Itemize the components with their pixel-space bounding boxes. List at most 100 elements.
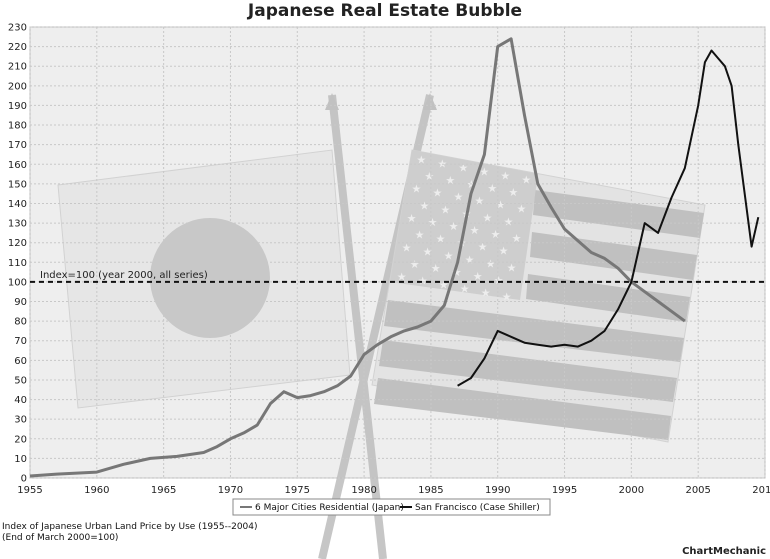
flag-star: ★: [420, 199, 430, 212]
flag-star: ★: [507, 261, 517, 274]
x-tick-label: 1960: [84, 485, 109, 496]
flag-star: ★: [424, 170, 434, 183]
y-tick-label: 60: [14, 356, 27, 367]
flag-star: ★: [508, 186, 518, 199]
x-tick-label: 1980: [351, 485, 376, 496]
x-tick-label: 1965: [151, 485, 176, 496]
flag-star: ★: [474, 195, 484, 208]
flags-illustration: ★ ★ ★ ★ ★ ★★ ★ ★ ★ ★★ ★ ★ ★ ★ ★★ ★ ★ ★ ★★ ★ ★ ★ ★ ★★ ★ ★ ★ ★★ ★ ★ ★ ★ ★★…: [57, 93, 706, 559]
chart-title: Japanese Real Estate Bubble: [247, 1, 522, 21]
flag-star: ★: [500, 169, 510, 182]
flag-star: ★: [410, 258, 420, 271]
flag-star: ★: [445, 174, 455, 187]
x-tick-label: 1995: [552, 485, 577, 496]
y-tick-label: 40: [14, 395, 27, 406]
flag-star: ★: [512, 232, 522, 245]
flag-star: ★: [453, 191, 463, 204]
y-tick-label: 220: [8, 42, 27, 53]
flag-star: ★: [397, 271, 407, 284]
flag-star: ★: [444, 249, 454, 262]
grid: [29, 26, 766, 479]
flag-star: ★: [495, 199, 505, 212]
y-tick-label: 150: [8, 179, 27, 190]
x-tick-label: 1955: [17, 485, 42, 496]
y-tick-label: 140: [8, 199, 27, 210]
flag-star: ★: [486, 257, 496, 270]
flag-star: ★: [481, 287, 491, 300]
y-tick-label: 110: [8, 258, 27, 269]
flag-star: ★: [473, 270, 483, 283]
y-tick-label: 10: [14, 454, 27, 465]
flag-star: ★: [416, 153, 426, 166]
flag-star: ★: [402, 241, 412, 254]
flag-star: ★: [483, 211, 493, 224]
flag-star: ★: [452, 266, 462, 279]
japan-flag-sun: [150, 218, 270, 338]
flag-star: ★: [479, 165, 489, 178]
flag-star: ★: [431, 262, 441, 275]
y-axis-ticks: 0 10 20 30 40 50 60 70 80 90 100 110 120 130 140 150 160…: [8, 23, 27, 485]
y-tick-label: 100: [8, 277, 27, 288]
y-tick-label: 90: [14, 297, 27, 308]
x-tick-label: 1975: [285, 485, 310, 496]
legend-label-sf: San Francisco (Case Shiller): [415, 503, 540, 513]
x-tick-label: 2000: [619, 485, 644, 496]
y-tick-label: 50: [14, 375, 27, 386]
legend: 6 Major Cities Residential (Japan) San F…: [232, 498, 551, 516]
source-note-line1: Index of Japanese Urban Land Price by Us…: [2, 522, 258, 532]
x-tick-label: 1970: [218, 485, 243, 496]
y-tick-label: 80: [14, 317, 27, 328]
legend-label-japan: 6 Major Cities Residential (Japan): [255, 503, 404, 513]
series-line-japan-6-major-cities: [29, 37, 686, 478]
flag-star: ★: [458, 161, 468, 174]
flag-star: ★: [494, 274, 504, 287]
series-lines: [29, 37, 760, 478]
y-tick-label: 210: [8, 62, 27, 73]
flag-star: ★: [491, 228, 501, 241]
flag-star: ★: [478, 241, 488, 254]
flag-star: ★: [407, 212, 417, 225]
us-flag-stars: ★ ★ ★ ★ ★ ★★ ★ ★ ★ ★★ ★ ★ ★ ★ ★★ ★ ★ ★ ★★ ★ ★ ★ ★ ★★ ★ ★ ★ ★★ ★ ★ ★ ★ ★★…: [397, 153, 532, 303]
x-tick-label: 2010: [752, 485, 770, 496]
flag-star: ★: [499, 245, 509, 258]
flag-star: ★: [449, 220, 459, 233]
flag-star: ★: [428, 216, 438, 229]
y-tick-label: 130: [8, 219, 27, 230]
flag-star: ★: [441, 203, 451, 216]
source-note-line2: (End of March 2000=100): [2, 533, 119, 543]
flag-star: ★: [504, 215, 514, 228]
y-tick-label: 0: [21, 474, 27, 485]
y-tick-label: 190: [8, 101, 27, 112]
flag-star: ★: [466, 178, 476, 191]
x-tick-label: 1985: [418, 485, 443, 496]
flag-star: ★: [439, 279, 449, 292]
flag-star: ★: [487, 182, 497, 195]
flag-star: ★: [521, 173, 531, 186]
brand-logo: ChartMechanic: [682, 546, 766, 557]
flag-star: ★: [432, 187, 442, 200]
y-tick-label: 120: [8, 238, 27, 249]
y-tick-label: 180: [8, 121, 27, 132]
x-tick-label: 2005: [685, 485, 710, 496]
y-tick-label: 20: [14, 434, 27, 445]
flag-star: ★: [415, 229, 425, 242]
flag-star: ★: [470, 224, 480, 237]
legend-box: [232, 498, 551, 516]
x-tick-label: 1990: [485, 485, 510, 496]
flag-star: ★: [436, 233, 446, 246]
y-tick-label: 230: [8, 23, 27, 34]
flag-star: ★: [460, 283, 470, 296]
y-tick-label: 200: [8, 81, 27, 92]
series-line-san-francisco-case-shiller: [457, 49, 760, 387]
flag-star: ★: [423, 245, 433, 258]
flag-star: ★: [411, 183, 421, 196]
flag-pole-left: [328, 94, 387, 559]
y-tick-label: 70: [14, 336, 27, 347]
reference-line-label: Index=100 (year 2000, all series): [40, 270, 208, 281]
y-tick-label: 30: [14, 415, 27, 426]
x-axis-ticks: 1955 1960 1965 1970 1975 1980 1985 1990 1995 2000…: [17, 485, 770, 496]
y-tick-label: 160: [8, 160, 27, 171]
y-tick-label: 170: [8, 140, 27, 151]
flag-star: ★: [465, 253, 475, 266]
